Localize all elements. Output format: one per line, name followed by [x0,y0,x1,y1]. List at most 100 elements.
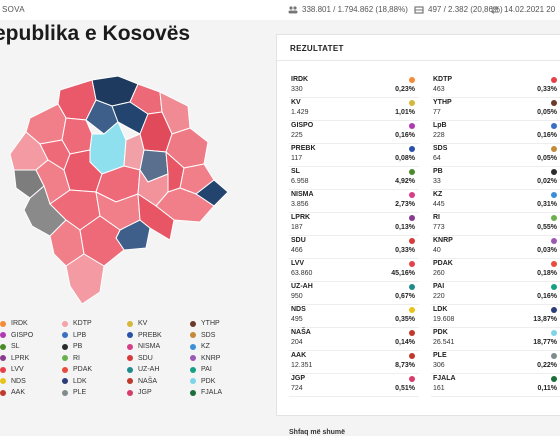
legend-dot [190,366,196,373]
top-bar: SOVA 338.801 / 1.794.862 (18,88%) 497 / … [0,0,560,20]
party-color-dot [551,307,557,313]
party-color-dot [409,100,415,106]
legend-dot [0,343,6,350]
party-name: SDU [291,237,306,244]
result-item[interactable]: PLE 306 0,22% [431,351,560,374]
map-legend: IRDK KDTP KV YTHP GISPO LPB PREBK SDS SL… [0,318,270,399]
result-item[interactable]: PREBK 117 0,08% [289,144,419,167]
result-item[interactable]: LPRK 187 0,13% [289,213,419,236]
party-votes: 77 [433,109,441,116]
party-name: PAI [433,283,445,290]
result-item[interactable]: RI 773 0,55% [431,213,560,236]
swap-arrows-icon [491,5,499,14]
result-item[interactable]: SDS 64 0,05% [431,144,560,167]
legend-dot [127,320,133,327]
result-item[interactable]: AAK 12.351 8,73% [289,351,419,374]
legend-item: KZ [190,343,210,350]
party-color-dot [551,353,557,359]
result-item[interactable]: PDAK 260 0,18% [431,259,560,282]
legend-item: GISPO [0,332,62,339]
party-color-dot [551,284,557,290]
party-votes: 12.351 [291,362,313,369]
result-item[interactable]: UZ-AH 950 0,67% [289,282,419,305]
party-name: NAŠA [291,329,311,336]
party-votes: 260 [433,270,445,277]
legend-item: NDS [0,378,62,385]
party-votes: 1.429 [291,109,309,116]
party-percent: 8,73% [395,362,415,369]
legend-item: PDK [190,378,215,385]
result-item[interactable]: SDU 466 0,33% [289,236,419,259]
party-percent: 0,02% [537,178,557,185]
result-item[interactable]: YTHP 77 0,05% [431,98,560,121]
legend-dot [127,355,133,362]
party-name: LPRK [291,214,311,221]
result-item[interactable]: LVV 63.860 45,16% [289,259,419,282]
map-region[interactable] [137,193,175,241]
legend-item: SDU [127,355,190,362]
legend-item: PREBK [127,332,190,339]
party-color-dot [551,215,557,221]
result-item[interactable]: PAI 220 0,16% [431,282,560,305]
legend-row: IRDK KDTP KV YTHP [0,318,270,330]
party-color-dot [409,353,415,359]
divider [277,60,560,61]
result-item[interactable]: LpB 228 0,16% [431,121,560,144]
result-item[interactable]: KDTP 463 0,33% [431,75,560,98]
result-item[interactable]: LDK 19.608 13,87% [431,305,560,328]
legend-row: NDS LDK NAŠA PDK [0,376,270,388]
result-item[interactable]: NAŠA 204 0,14% [289,328,419,351]
party-percent: 0,16% [537,293,557,300]
show-more-link[interactable]: Shfaq më shumë [289,429,346,436]
party-votes: 445 [433,201,445,208]
legend-dot [0,378,6,385]
legend-dot [127,366,133,373]
party-percent: 0,35% [395,316,415,323]
party-percent: 0,33% [537,86,557,93]
result-item[interactable]: JGP 724 0,51% [289,374,419,397]
party-color-dot [551,77,557,83]
result-item[interactable]: SL 6.958 4,92% [289,167,419,190]
stations-stat: 497 / 2.382 (20,86%) [414,5,503,14]
party-name: PDK [433,329,448,336]
party-percent: 0,55% [537,224,557,231]
map-region[interactable] [65,253,105,305]
page-title: epublika e Kosovës [0,22,191,45]
legend-dot [127,389,133,396]
breadcrumb[interactable]: SOVA [2,5,25,14]
result-item[interactable]: KV 1.429 1,01% [289,98,419,121]
result-item[interactable]: NDS 495 0,35% [289,305,419,328]
party-percent: 0,33% [395,247,415,254]
results-column-right: KDTP 463 0,33% YTHP 77 0,05% LpB 228 0,16% SDS 64 0… [431,75,560,397]
party-name: AAK [291,352,307,359]
legend-item: LPB [62,332,127,339]
result-item[interactable]: PB 33 0,02% [431,167,560,190]
party-color-dot [409,215,415,221]
party-color-dot [409,284,415,290]
legend-dot [190,343,196,350]
party-name: PDAK [433,260,453,267]
party-name: PLE [433,352,447,359]
result-item[interactable]: KZ 445 0,31% [431,190,560,213]
result-item[interactable]: GISPO 225 0,16% [289,121,419,144]
legend-dot [127,332,133,339]
party-percent: 0,67% [395,293,415,300]
legend-item: FJALA [190,389,222,396]
party-votes: 26.541 [433,339,455,346]
party-votes: 117 [291,155,303,162]
result-item[interactable]: FJALA 161 0,11% [431,374,560,397]
party-votes: 204 [291,339,303,346]
result-item[interactable]: IRDK 330 0,23% [289,75,419,98]
party-color-dot [551,330,557,336]
legend-item: JGP [127,389,190,396]
party-percent: 0,18% [537,270,557,277]
party-votes: 19.608 [433,316,455,323]
party-name: KZ [433,191,443,198]
kosovo-map [9,75,229,305]
result-item[interactable]: PDK 26.541 18,77% [431,328,560,351]
legend-item: PB [62,343,127,350]
party-name: RI [433,214,440,221]
legend-item: PAI [190,366,212,373]
result-item[interactable]: KNRP 40 0,03% [431,236,560,259]
result-item[interactable]: NISMA 3.856 2,73% [289,190,419,213]
